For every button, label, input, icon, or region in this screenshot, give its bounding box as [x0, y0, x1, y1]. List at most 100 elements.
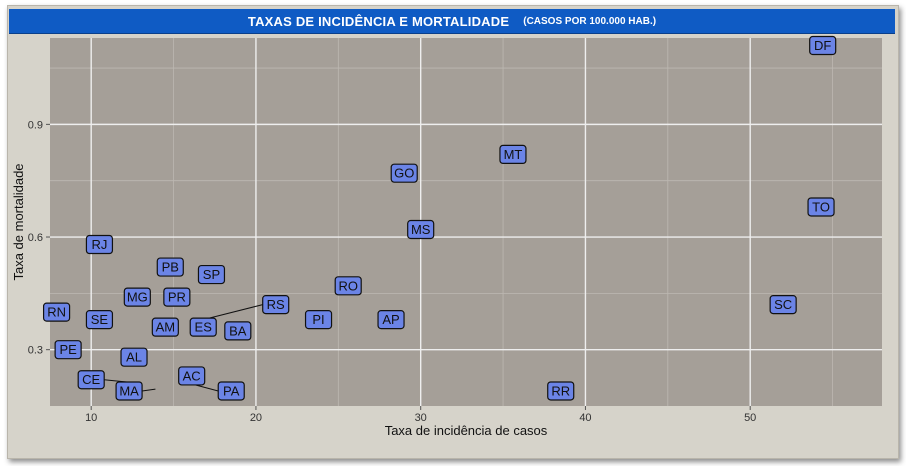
point-label-box	[85, 234, 114, 255]
plot-panel	[50, 38, 882, 406]
point-label: TO	[812, 199, 830, 214]
x-tick-label: 50	[744, 412, 756, 424]
point-label-box	[77, 370, 105, 390]
point-label-box	[377, 310, 405, 330]
point-label-box	[217, 381, 245, 401]
point-mt: MT	[499, 144, 527, 165]
point-label-box	[769, 295, 797, 315]
point-label: AC	[183, 368, 201, 383]
point-label: RO	[338, 278, 358, 293]
point-label-box	[334, 276, 362, 296]
point-label-box	[547, 381, 575, 401]
point-label: MT	[504, 147, 523, 162]
point-sc: SC	[769, 295, 797, 315]
point-ms: MS	[407, 219, 435, 240]
point-label: MS	[411, 222, 431, 237]
point-ap: AP	[377, 310, 405, 330]
point-label: SE	[91, 312, 109, 327]
point-label: RR	[551, 383, 570, 398]
point-label-box	[499, 144, 527, 165]
point-label: CE	[82, 372, 100, 387]
point-rn: RN	[42, 302, 71, 322]
point-pb: PB	[156, 257, 184, 277]
point-rs: RS	[262, 295, 290, 315]
point-label: PE	[59, 342, 77, 357]
point-df: DF	[809, 35, 837, 56]
point-label-box	[151, 317, 179, 337]
point-label-box	[407, 219, 435, 240]
point-label-box	[178, 366, 206, 386]
point-label-box	[85, 310, 114, 330]
point-label-box	[42, 302, 71, 322]
point-label: AL	[126, 350, 142, 365]
x-tick-label: 40	[579, 412, 591, 424]
x-tick-label: 10	[85, 412, 97, 424]
point-ac: AC	[178, 366, 206, 386]
point-label: BA	[229, 323, 247, 338]
point-sp: SP	[197, 264, 226, 285]
point-label-box	[262, 295, 290, 315]
point-label: PB	[162, 260, 179, 275]
point-label: PI	[312, 312, 324, 327]
point-se: SE	[85, 310, 114, 330]
point-label: RS	[267, 297, 285, 312]
grid-lines	[50, 38, 882, 406]
point-label-box	[390, 163, 418, 183]
point-label: MG	[127, 290, 148, 305]
x-axis-label: Taxa de incidência de casos	[385, 423, 548, 438]
point-am: AM	[151, 317, 179, 337]
point-rj: RJ	[85, 234, 114, 255]
point-label-box	[807, 197, 835, 217]
point-ma: MA	[115, 381, 143, 401]
y-tick-label: 0.6	[28, 232, 43, 244]
point-label-box	[224, 321, 252, 341]
point-label-box	[809, 35, 837, 56]
leader-line	[203, 304, 263, 321]
point-label: PR	[168, 290, 186, 305]
point-to: TO	[807, 197, 835, 217]
data-points: DF MT GO TO MS RJ PB SP RO MG PR RS SC RN SE PI AP AM ES BA…	[42, 35, 837, 401]
point-label-box	[120, 347, 148, 367]
point-mg: MG	[123, 287, 151, 307]
point-label-box	[304, 310, 333, 330]
point-label-box	[54, 340, 82, 360]
point-label: SC	[774, 297, 792, 312]
point-label: RJ	[91, 237, 107, 252]
point-label-box	[163, 287, 191, 307]
point-label-box	[123, 287, 151, 307]
chart-title: TAXAS DE INCIDÊNCIA E MORTALIDADE	[247, 13, 510, 29]
point-go: GO	[390, 163, 418, 183]
point-ro: RO	[334, 276, 362, 296]
point-al: AL	[120, 347, 148, 367]
point-label: AM	[156, 320, 176, 335]
point-label: MA	[119, 383, 139, 398]
point-rr: RR	[547, 381, 575, 401]
point-label-box	[156, 257, 184, 277]
chart-subtitle: (CASOS POR 100.000 HAB.)	[523, 15, 657, 27]
point-pe: PE	[54, 340, 82, 360]
point-pa: PA	[217, 381, 245, 401]
y-tick-label: 0.3	[28, 345, 43, 357]
point-ba: BA	[224, 321, 252, 341]
point-label: SP	[203, 267, 220, 282]
point-label: PA	[223, 383, 240, 398]
point-label: DF	[814, 38, 831, 53]
x-tick-label: 20	[250, 412, 262, 424]
point-label: AP	[382, 312, 399, 327]
point-label-box	[189, 317, 217, 337]
point-es: ES	[189, 317, 217, 337]
point-ce: CE	[77, 370, 105, 390]
point-label: ES	[195, 320, 213, 335]
point-pr: PR	[163, 287, 191, 307]
point-label: RN	[47, 305, 66, 320]
point-label-box	[197, 264, 226, 285]
point-label: GO	[394, 166, 414, 181]
title-bar: TAXAS DE INCIDÊNCIA E MORTALIDADE (CASOS…	[9, 9, 895, 34]
point-pi: PI	[304, 310, 333, 330]
point-label-box	[115, 381, 143, 401]
y-tick-label: 0.9	[28, 119, 43, 131]
x-tick-label: 30	[415, 412, 427, 424]
axis-ticks: 10 20 30 40 50 0.3 0.6 0.9	[28, 119, 757, 424]
y-axis-label: Taxa de mortalidade	[11, 163, 26, 280]
